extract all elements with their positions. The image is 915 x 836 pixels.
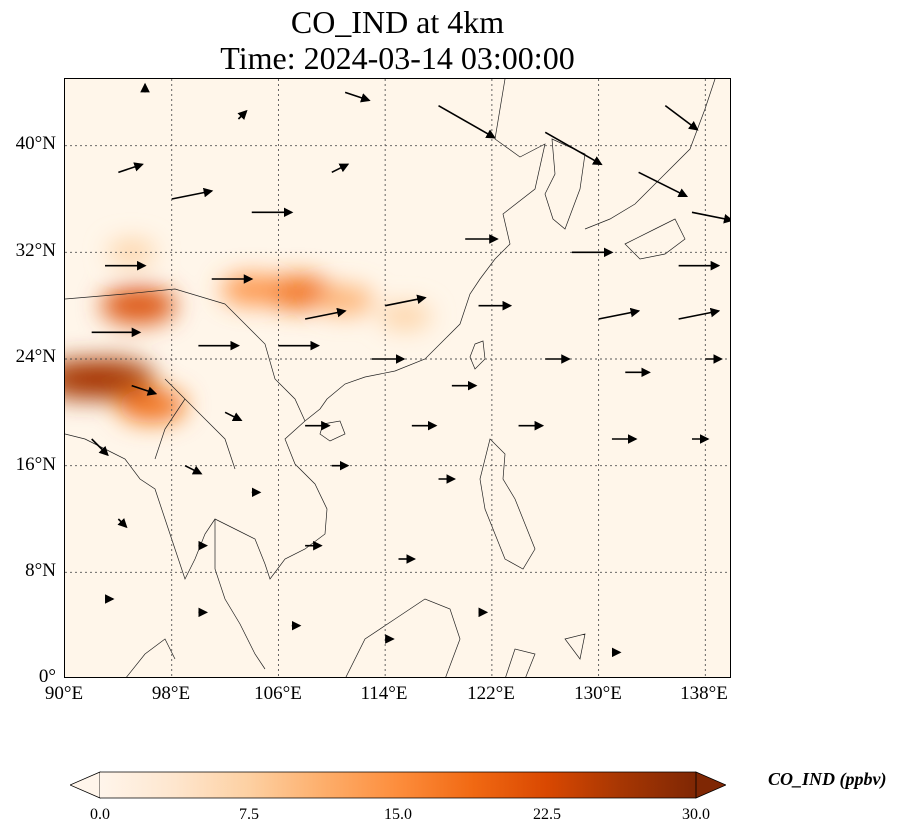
lon-tick-122e: 122°E — [467, 683, 515, 704]
wind-arrow-3 — [331, 163, 350, 174]
colorbar-tick-30: 30.0 — [682, 806, 710, 823]
map-canvas — [65, 79, 730, 677]
wind-arrow-7 — [691, 211, 730, 224]
lon-tick-130e: 130°E — [574, 683, 622, 704]
wind-arrow-38 — [117, 517, 128, 529]
co-plume-6 — [65, 358, 123, 400]
wind-arrow-49 — [237, 109, 248, 121]
lat-tick-8n: 8°N — [25, 560, 56, 581]
background-field — [65, 79, 730, 677]
wind-arrow-27 — [224, 411, 243, 422]
wind-arrow-1 — [171, 187, 214, 200]
wind-arrow-34 — [184, 464, 203, 475]
wind-arrow-26 — [131, 384, 158, 396]
co-plume-2 — [316, 285, 374, 316]
gridlines — [65, 79, 730, 677]
colorbar-tick-22-5: 22.5 — [533, 806, 561, 823]
co-plume-7 — [117, 388, 186, 423]
lon-tick-138e: 138°E — [680, 683, 728, 704]
lat-tick-32n: 32°N — [15, 240, 56, 261]
co-plume-1 — [221, 274, 283, 306]
wind-arrow-4 — [438, 104, 496, 139]
lon-tick-106e: 106°E — [254, 683, 302, 704]
lon-tick-98e: 98°E — [151, 683, 191, 704]
map-panel — [64, 78, 731, 678]
lat-tick-16n: 16°N — [15, 454, 56, 475]
co-plume-3 — [379, 302, 432, 330]
wind-arrow-16 — [598, 307, 641, 320]
wind-arrow-50 — [344, 91, 371, 103]
co-plume-0 — [263, 274, 334, 310]
colorbar-max-extend — [695, 771, 726, 799]
wind-arrow-33 — [91, 438, 109, 457]
colorbar — [70, 770, 726, 800]
wind-arrow-13 — [304, 307, 347, 320]
lon-tick-114e: 114°E — [360, 683, 408, 704]
wind-arrow-6 — [638, 171, 689, 198]
colorbar-label: CO_IND (ppbv) — [768, 769, 887, 789]
wind-arrow-5 — [544, 131, 603, 166]
title-line-2: Time: 2024-03-14 03:00:00 — [220, 40, 575, 76]
wind-arrow-14 — [385, 294, 427, 307]
lon-tick-90e: 90°E — [44, 683, 84, 704]
wind-vectors — [91, 82, 730, 658]
colorbar-min-extend — [70, 771, 101, 799]
coastlines — [65, 79, 716, 677]
lat-tick-0: 0° — [38, 666, 56, 687]
colorbar-tick-15: 15.0 — [384, 806, 412, 823]
co-plume-4 — [100, 286, 177, 325]
wind-arrow-51 — [664, 105, 699, 131]
title-line-1: CO_IND at 4km — [290, 4, 505, 40]
lat-tick-24n: 24°N — [15, 346, 56, 367]
wind-arrow-17 — [678, 307, 721, 320]
lat-tick-40n: 40°N — [15, 133, 56, 154]
colorbar-tick-0: 0.0 — [90, 806, 110, 823]
wind-arrow-0 — [118, 162, 144, 174]
colorbar-tick-7-5: 7.5 — [239, 806, 259, 823]
colorbar-gradient — [100, 772, 696, 798]
colorbar-svg — [70, 771, 726, 799]
chart-title: CO_IND at 4km Time: 2024-03-14 03:00:00 — [64, 4, 731, 76]
